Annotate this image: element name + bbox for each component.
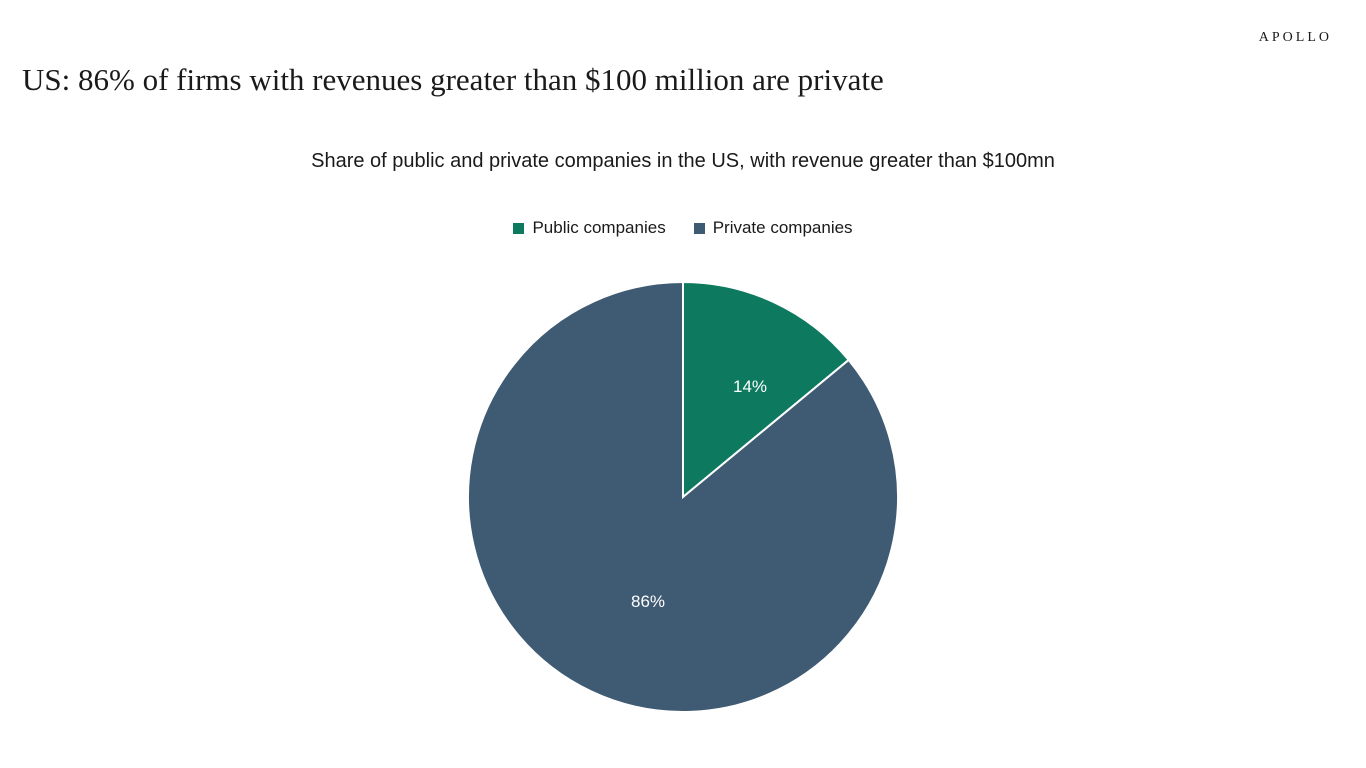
pie-svg [468, 282, 898, 712]
pie-chart: 14% 86% [468, 282, 898, 712]
legend-label-private: Private companies [713, 218, 853, 238]
legend-swatch-public [513, 223, 524, 234]
pie-label-public: 14% [733, 377, 767, 397]
legend-label-public: Public companies [532, 218, 665, 238]
chart-subtitle: Share of public and private companies in… [0, 150, 1366, 173]
legend-item-public: Public companies [513, 218, 665, 238]
legend-item-private: Private companies [694, 218, 853, 238]
legend-swatch-private [694, 223, 705, 234]
brand-logo: APOLLO [1259, 30, 1332, 46]
chart-legend: Public companies Private companies [0, 218, 1366, 238]
page-title: US: 86% of firms with revenues greater t… [22, 62, 884, 98]
pie-label-private: 86% [631, 592, 665, 612]
